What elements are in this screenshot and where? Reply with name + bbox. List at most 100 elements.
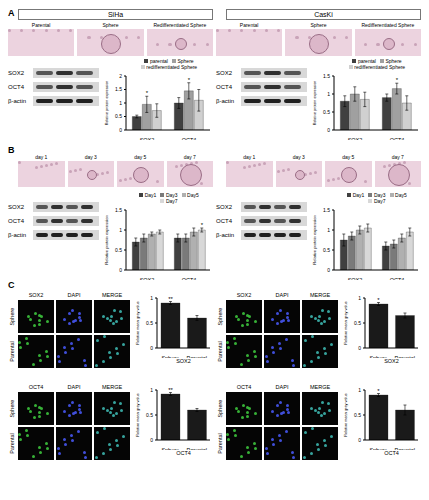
html-text:Parental: Parental — [239, 22, 259, 28]
svg-text:0: 0 — [119, 267, 122, 273]
html-text:day 7: day 7 — [183, 154, 196, 160]
svg-text:1: 1 — [119, 227, 122, 233]
svg-text:*: * — [201, 222, 204, 228]
html-text:SOX2: SOX2 — [216, 70, 232, 76]
svg-text:0.5: 0.5 — [115, 113, 122, 119]
svg-text:Sphere: Sphere — [217, 400, 223, 418]
html-text:SOX2: SOX2 — [8, 70, 24, 76]
html-text:OCT4: OCT4 — [8, 218, 24, 224]
svg-text:SOX2: SOX2 — [348, 277, 363, 280]
svg-text:0.5: 0.5 — [323, 109, 330, 115]
svg-text:Parental: Parental — [9, 341, 15, 362]
svg-text:Parental: Parental — [9, 433, 15, 454]
svg-text:Sphere: Sphere — [369, 447, 387, 450]
html-text:β-actin: β-actin — [8, 98, 27, 104]
svg-text:Sphere: Sphere — [161, 355, 179, 358]
html-text:OCT4: OCT4 — [8, 84, 24, 90]
svg-text:1.5: 1.5 — [115, 86, 122, 92]
svg-text:Relative protein expression: Relative protein expression — [104, 215, 109, 265]
html-text:redifferentiated Sphere: redifferentiated Sphere — [354, 64, 406, 70]
svg-text:1: 1 — [119, 100, 122, 106]
svg-text:0: 0 — [327, 267, 330, 273]
svg-text:0: 0 — [119, 127, 122, 133]
svg-text:OCT4: OCT4 — [390, 277, 405, 280]
html-text:day 5: day 5 — [134, 154, 147, 160]
svg-text:0.5: 0.5 — [354, 412, 361, 418]
svg-text:*: * — [377, 297, 380, 303]
html-text:SOX2: SOX2 — [8, 204, 24, 210]
svg-text:1: 1 — [150, 295, 153, 301]
svg-text:0: 0 — [358, 437, 361, 443]
svg-text:1: 1 — [150, 387, 153, 393]
html-text:β-actin: β-actin — [8, 232, 27, 238]
html-text:Redifferentiated Sphere: Redifferentiated Sphere — [361, 22, 415, 28]
svg-text:*: * — [188, 77, 191, 83]
svg-text:Parental: Parental — [187, 447, 208, 450]
html-text:CasKi: CasKi — [314, 11, 333, 18]
html-text:Day1: Day1 — [144, 192, 157, 198]
svg-text:1: 1 — [358, 295, 361, 301]
svg-text:SOX2: SOX2 — [348, 137, 363, 140]
svg-text:1: 1 — [358, 387, 361, 393]
svg-text:0: 0 — [327, 127, 330, 133]
svg-text:1.5: 1.5 — [115, 207, 122, 213]
svg-text:Parental: Parental — [395, 355, 416, 358]
svg-text:Relative protein expression: Relative protein expression — [313, 81, 317, 125]
svg-text:Parental: Parental — [217, 433, 223, 454]
svg-text:Parental: Parental — [395, 447, 416, 450]
svg-text:Relative mean grey value: Relative mean grey value — [136, 393, 140, 437]
svg-text:2: 2 — [119, 73, 122, 79]
svg-text:Parental: Parental — [217, 341, 223, 362]
svg-text:Relative protein expression: Relative protein expression — [105, 81, 109, 125]
svg-text:SOX2: SOX2 — [140, 277, 155, 280]
svg-text:0.5: 0.5 — [354, 320, 361, 326]
html-text:parental: parental — [149, 58, 168, 64]
html-text:day 1: day 1 — [35, 154, 48, 160]
svg-text:OCT4: OCT4 — [182, 277, 197, 280]
svg-text:SOX2: SOX2 — [140, 137, 155, 140]
html-text:redifferentiated Sphere: redifferentiated Sphere — [146, 64, 198, 70]
svg-text:1: 1 — [327, 91, 330, 97]
svg-text:0.5: 0.5 — [115, 247, 122, 253]
html-text:Parental: Parental — [31, 22, 51, 28]
html-text:day 3: day 3 — [84, 154, 97, 160]
svg-text:Parental: Parental — [187, 355, 208, 358]
svg-text:0: 0 — [150, 437, 153, 443]
svg-text:Sphere: Sphere — [9, 400, 15, 418]
html-text:C: C — [8, 280, 15, 290]
svg-text:Relative protein expression: Relative protein expression — [312, 215, 317, 265]
svg-text:Relative mean grey value: Relative mean grey value — [344, 393, 348, 437]
svg-text:1: 1 — [327, 227, 330, 233]
svg-text:Sphere: Sphere — [9, 308, 15, 326]
svg-text:*: * — [377, 388, 380, 394]
html-text:SiHa: SiHa — [107, 11, 124, 18]
svg-text:0: 0 — [358, 345, 361, 351]
svg-text:*: * — [146, 90, 149, 96]
svg-text:**: ** — [168, 296, 173, 302]
svg-text:OCT4: OCT4 — [390, 137, 405, 140]
svg-text:*: * — [396, 77, 399, 83]
html-text:Sphere: Sphere — [310, 22, 327, 28]
svg-text:Relative mean grey value: Relative mean grey value — [136, 301, 140, 345]
svg-text:1.5: 1.5 — [323, 207, 330, 213]
html-text:Sphere: Sphere — [177, 58, 194, 64]
html-text:Sphere: Sphere — [102, 22, 119, 28]
svg-text:1.5: 1.5 — [323, 73, 330, 79]
svg-text:0.5: 0.5 — [146, 412, 153, 418]
html-text:OCT4: OCT4 — [216, 84, 232, 90]
html-text:Redifferentiated Sphere: Redifferentiated Sphere — [153, 22, 207, 28]
svg-text:0: 0 — [150, 345, 153, 351]
svg-text:Sphere: Sphere — [369, 355, 387, 358]
html-text:parental: parental — [357, 58, 376, 64]
svg-text:OCT4: OCT4 — [182, 137, 197, 140]
svg-text:Relative mean grey value: Relative mean grey value — [344, 301, 348, 345]
svg-text:**: ** — [168, 387, 173, 393]
html-text:A: A — [8, 8, 15, 18]
svg-text:Sphere: Sphere — [217, 308, 223, 326]
html-text:Sphere: Sphere — [385, 58, 402, 64]
svg-text:0.5: 0.5 — [323, 247, 330, 253]
svg-text:Sphere: Sphere — [161, 447, 179, 450]
svg-text:0.5: 0.5 — [146, 320, 153, 326]
html-text:β-actin: β-actin — [216, 98, 235, 104]
html-text:B: B — [8, 145, 15, 155]
